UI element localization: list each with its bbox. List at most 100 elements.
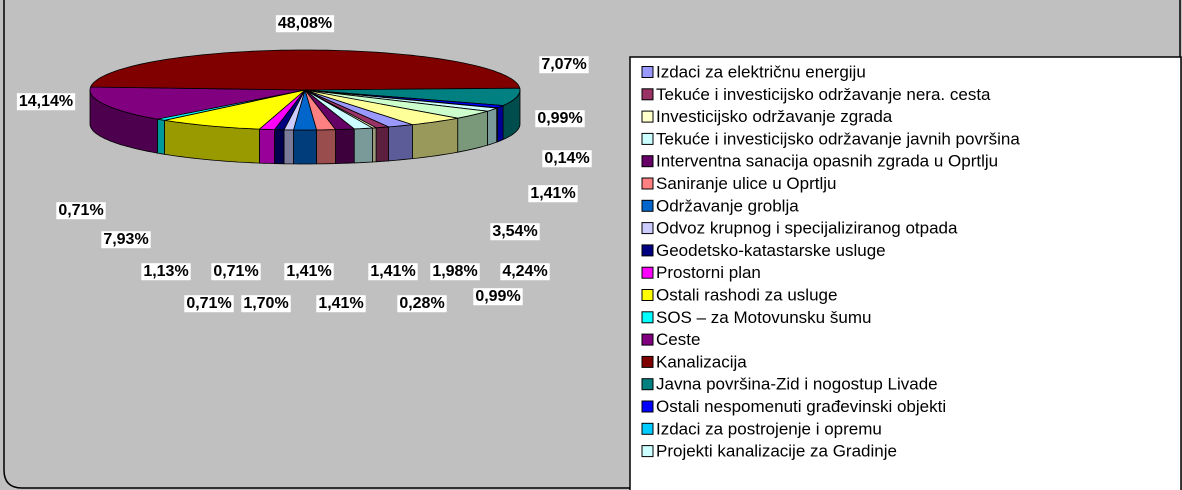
slice (89, 86, 306, 120)
slice (304, 89, 488, 119)
data-label-text: 1,41% (530, 185, 575, 202)
data-label: 0,71% (56, 202, 106, 220)
legend-swatch (641, 132, 654, 145)
data-label-bg (184, 295, 234, 313)
data-label: 1,41% (316, 295, 366, 313)
legend-swatch (641, 400, 654, 413)
data-label-text: 4,24% (502, 263, 547, 280)
data-label: 7,93% (101, 231, 151, 249)
legend-label: Tekuće i investicijsko održavanje javnih… (656, 129, 1020, 148)
data-label-text: 1,41% (286, 263, 331, 280)
slice-side (388, 124, 413, 162)
data-label-text: 48,08% (278, 15, 332, 32)
data-label-bg (535, 110, 585, 128)
data-label-text: 0,71% (186, 295, 231, 312)
legend-swatch (641, 199, 654, 212)
legend-label: SOS – za Motovunsku šumu (656, 308, 871, 327)
data-label-bg (430, 263, 480, 281)
legend-label: Projekti kanalizacije za Gradinje (656, 442, 897, 461)
slice-side (375, 126, 389, 163)
legend-swatch (641, 289, 654, 301)
data-label: 0,71% (211, 263, 261, 281)
slice (304, 89, 458, 126)
data-label: 1,70% (241, 295, 291, 313)
slice-side (259, 128, 275, 165)
data-label: 14,14% (16, 93, 76, 111)
legend-label: Tekuće i investicijsko održavanje nera. … (656, 85, 991, 104)
legend-label: Odvoz krupnog i specijaliziranog otpada (656, 219, 958, 238)
legend-swatch (641, 422, 654, 435)
data-label: 1,13% (141, 263, 191, 281)
legend-swatch (641, 244, 654, 257)
legend-label: Saniranje ulice u Oprtlju (656, 174, 836, 193)
data-label-bg (56, 202, 106, 220)
data-label: 0,99% (535, 110, 585, 128)
data-label-text: 1,13% (143, 263, 188, 280)
data-label-text: 0,99% (475, 288, 520, 305)
legend-box (629, 56, 1182, 490)
legend-label: Ostali nespomenuti građevinski objekti (656, 397, 946, 416)
data-label-bg (473, 288, 523, 306)
data-label-bg (101, 231, 151, 249)
data-label-bg (500, 263, 550, 281)
data-label: 1,41% (528, 185, 578, 203)
data-label: 48,08% (275, 15, 335, 33)
data-label-bg (241, 295, 291, 313)
slice-side (372, 127, 377, 163)
slice-side (157, 118, 165, 155)
data-label-bg (397, 295, 447, 313)
data-label-text: 1,70% (243, 295, 288, 312)
data-label-bg (16, 93, 76, 111)
legend-swatch (641, 355, 654, 368)
data-label-bg (542, 150, 592, 168)
slice-side (497, 104, 504, 143)
legend-label: Izdaci za postrojenje i opremu (656, 419, 882, 438)
data-label-bg (316, 295, 366, 313)
legend-swatch (641, 155, 654, 168)
legend-label: Ostali rashodi za usluge (656, 285, 837, 304)
data-label: 4,24% (500, 263, 550, 281)
legend-swatch (641, 66, 654, 78)
data-label-text: 0,71% (213, 263, 258, 280)
data-label-bg (211, 263, 261, 281)
data-label-text: 0,99% (537, 110, 582, 127)
data-label-bg (275, 15, 335, 33)
data-label-bg (490, 223, 540, 241)
slice (89, 49, 521, 91)
legend-swatch (641, 222, 654, 235)
slice-side (335, 128, 355, 165)
legend-label: Ceste (656, 330, 700, 349)
legend-swatch (641, 311, 654, 324)
legend-label: Interventna sanacija opasnih zgrada u Op… (656, 152, 998, 171)
legend-swatch (641, 333, 654, 346)
legend-swatch (641, 378, 654, 391)
slice-side (487, 107, 498, 146)
slice (164, 89, 306, 130)
data-label: 0,99% (473, 288, 523, 306)
data-label-text: 7,07% (541, 56, 586, 73)
data-label-text: 0,14% (544, 150, 589, 167)
slice-side (283, 129, 294, 165)
data-label-text: 14,14% (19, 93, 73, 110)
legend-label: Izdaci za električnu energiju (656, 62, 866, 81)
slice-side (353, 127, 373, 164)
legend-swatch (641, 177, 654, 190)
data-label-bg (368, 263, 418, 281)
legend-swatch (641, 445, 654, 458)
data-label: 1,41% (368, 263, 418, 281)
data-label-text: 3,54% (492, 223, 537, 240)
data-label-text: 7,93% (103, 231, 148, 248)
data-label-text: 0,28% (399, 295, 444, 312)
data-label-text: 1,41% (318, 295, 363, 312)
data-label: 0,14% (542, 150, 592, 168)
data-label: 1,98% (430, 263, 480, 281)
slice-side (274, 129, 285, 165)
legend-label: Kanalizacija (656, 352, 747, 371)
legend-label: Geodetsko-katastarske usluge (656, 241, 886, 260)
data-label-bg (528, 185, 578, 203)
legend-label: Održavanje groblja (656, 196, 799, 215)
slice (304, 87, 521, 106)
data-label: 1,41% (284, 263, 334, 281)
data-label: 0,71% (184, 295, 234, 313)
legend-swatch (641, 110, 654, 123)
